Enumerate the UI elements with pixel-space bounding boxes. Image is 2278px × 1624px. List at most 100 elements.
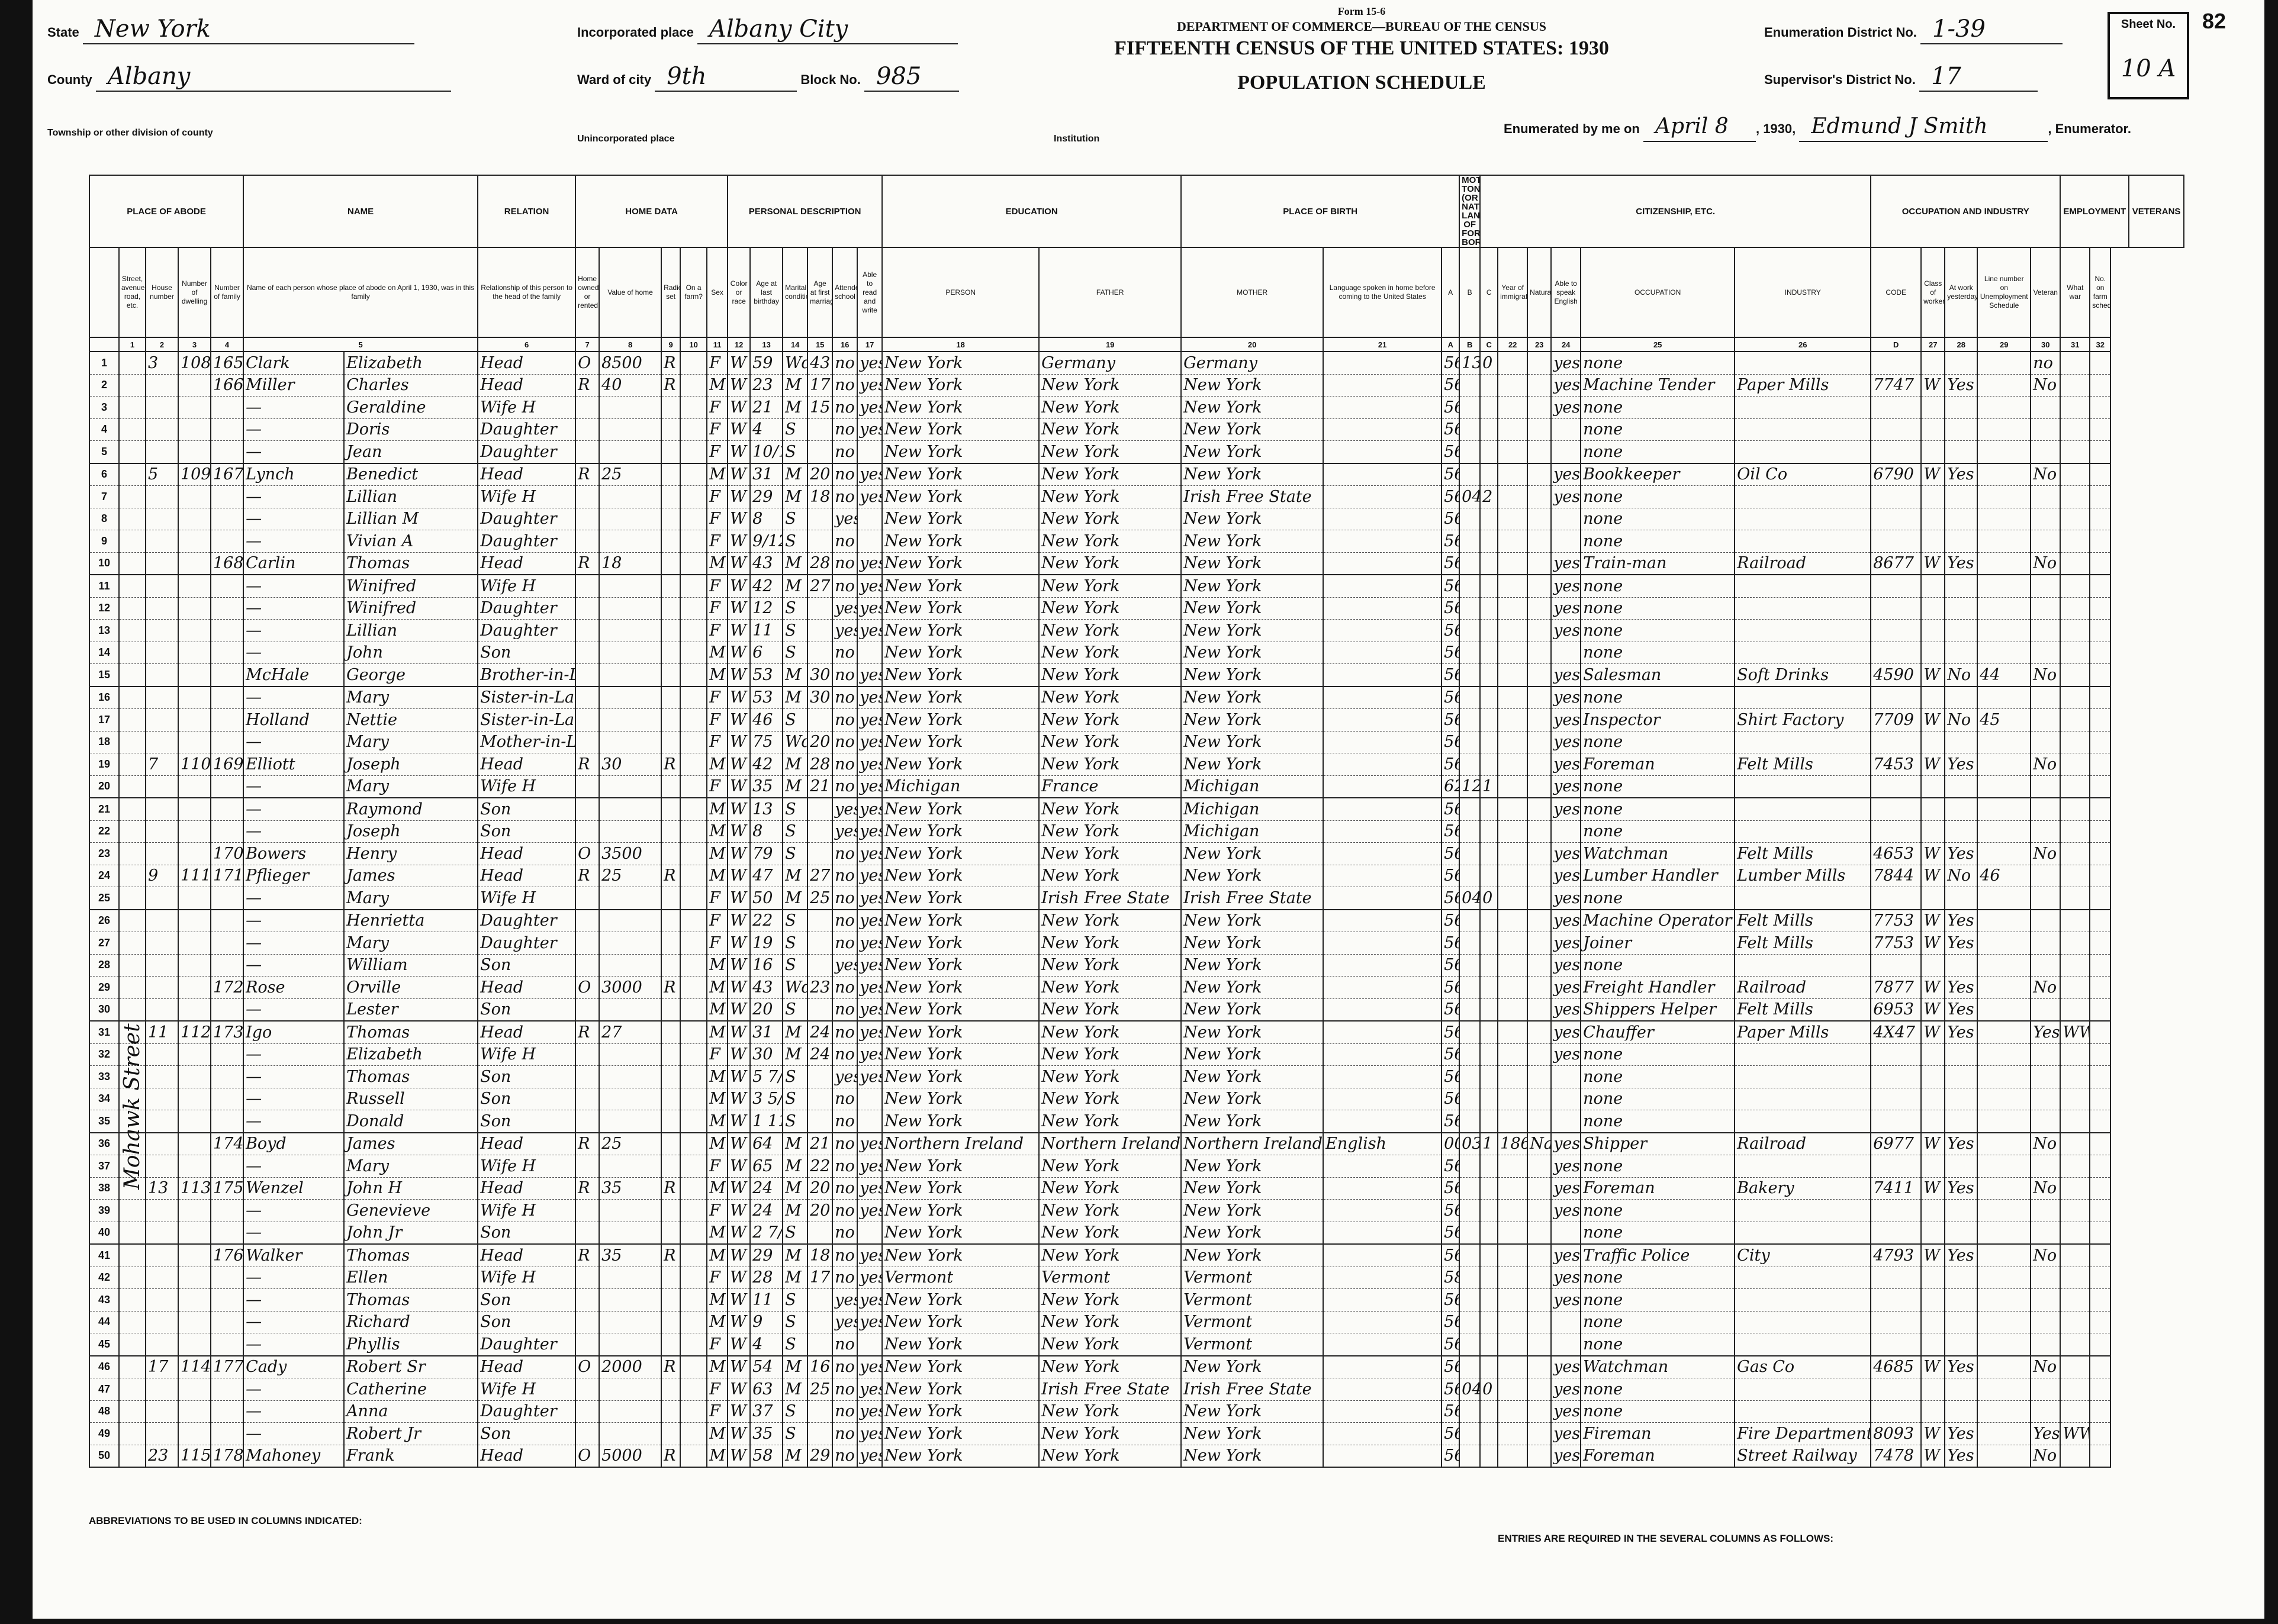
home-value [599,1378,662,1401]
birthplace-person: New York [881,396,1040,419]
mother-tongue [1323,351,1443,375]
age: 5 7/12 [749,1065,784,1088]
line-header [89,247,120,338]
given-name: Mary [343,686,479,709]
industry [1734,1155,1872,1178]
on-farm [680,440,708,464]
speaks-english: yes [1550,797,1582,821]
radio-set [661,932,681,955]
birthplace-person: New York [881,797,1040,821]
age: 4 [749,1333,784,1356]
marital-condition: Wd [782,976,809,999]
marital-condition: M [782,1132,809,1155]
given-name: Joseph [343,753,479,776]
line-number: 39 [89,1199,120,1222]
attended-school: no [832,440,858,464]
unemployment-line [1977,1155,2032,1178]
incorporated-value: Albany City [697,15,958,44]
age: 65 [749,1155,784,1178]
home-tenure [575,1400,600,1423]
class-of-worker [1920,597,1946,620]
radio-set: R [661,976,681,999]
code-b [1459,396,1481,419]
enumerator-label: , Enumerator. [2048,121,2131,136]
farm-schedule-number [2089,1355,2112,1378]
radio-set [661,909,681,932]
table-row: 26—HenriettaDaughterFW22SnoyesNew YorkNe… [89,909,2184,932]
war [2060,820,2091,843]
code-b [1459,373,1481,397]
attended-school: yes [832,1288,858,1312]
unemployment-line [1977,530,2032,553]
read-write: yes [857,619,883,642]
farm-schedule-number [2089,753,2112,776]
marital-condition: S [782,418,809,441]
unemployment-line [1977,1355,2032,1378]
naturalization [1527,1243,1552,1267]
code-a: 56 [1441,976,1460,999]
on-farm [680,887,708,910]
industry-code [1870,440,1922,464]
industry-code: 7844 [1870,864,1922,887]
given-name: Mary [343,775,479,798]
read-write: yes [857,1132,883,1155]
occupation: Lumber Handler [1580,864,1736,887]
table-row: 29172RoseOrvilleHeadO3000RMW43Wd23noyesN… [89,976,2184,999]
house-number: 7 [145,753,179,776]
house-number: 17 [145,1355,179,1378]
age: 2 7/12 [749,1221,784,1245]
sex: M [706,1243,729,1267]
age: 21 [749,396,784,419]
line-number: 19 [89,753,120,776]
industry [1734,1221,1872,1245]
birthplace-person: New York [881,663,1040,687]
industry-code [1870,641,1922,664]
mother-tongue [1323,1355,1443,1378]
birthplace-mother: New York [1180,842,1324,865]
occupation: none [1580,887,1736,910]
immigration-year [1497,887,1529,910]
farm-schedule-number [2089,1444,2112,1468]
code-a: 56 [1441,1155,1460,1178]
read-write: yes [857,1020,883,1044]
farm-schedule-number [2089,686,2112,709]
farm-schedule-number [2089,373,2112,397]
family-number [210,597,244,620]
state-value: New York [82,15,414,44]
mother-tongue [1323,1087,1443,1110]
at-work: No [1944,663,1978,687]
birthplace-person: New York [881,1221,1040,1245]
naturalization [1527,864,1552,887]
class-of-worker [1920,1087,1946,1110]
sex: F [706,1266,729,1289]
house-number [145,1243,179,1267]
code-c [1479,1177,1499,1200]
house-number [145,820,179,843]
home-tenure [575,485,600,508]
sex: M [706,864,729,887]
street [118,1288,146,1312]
home-tenure: O [575,351,600,375]
unemployment-line [1977,485,2032,508]
occupation: Chauffer [1580,1020,1736,1044]
attended-school: no [832,708,858,732]
speaks-english: yes [1550,1444,1582,1468]
birthplace-person: New York [881,1444,1040,1468]
marital-condition: S [782,1288,809,1312]
code-b [1459,597,1481,620]
veteran [2030,909,2061,932]
veteran [2030,641,2061,664]
occupation: Foreman [1580,753,1736,776]
line-number: 20 [89,775,120,798]
house-number [145,1043,179,1066]
relation: Head [477,976,577,999]
house-number [145,976,179,999]
war [2060,775,2091,798]
dwelling-number [178,1243,211,1267]
street [118,1333,146,1356]
column-number: 27 [1920,337,1946,352]
on-farm [680,1177,708,1200]
given-name: Joseph [343,820,479,843]
